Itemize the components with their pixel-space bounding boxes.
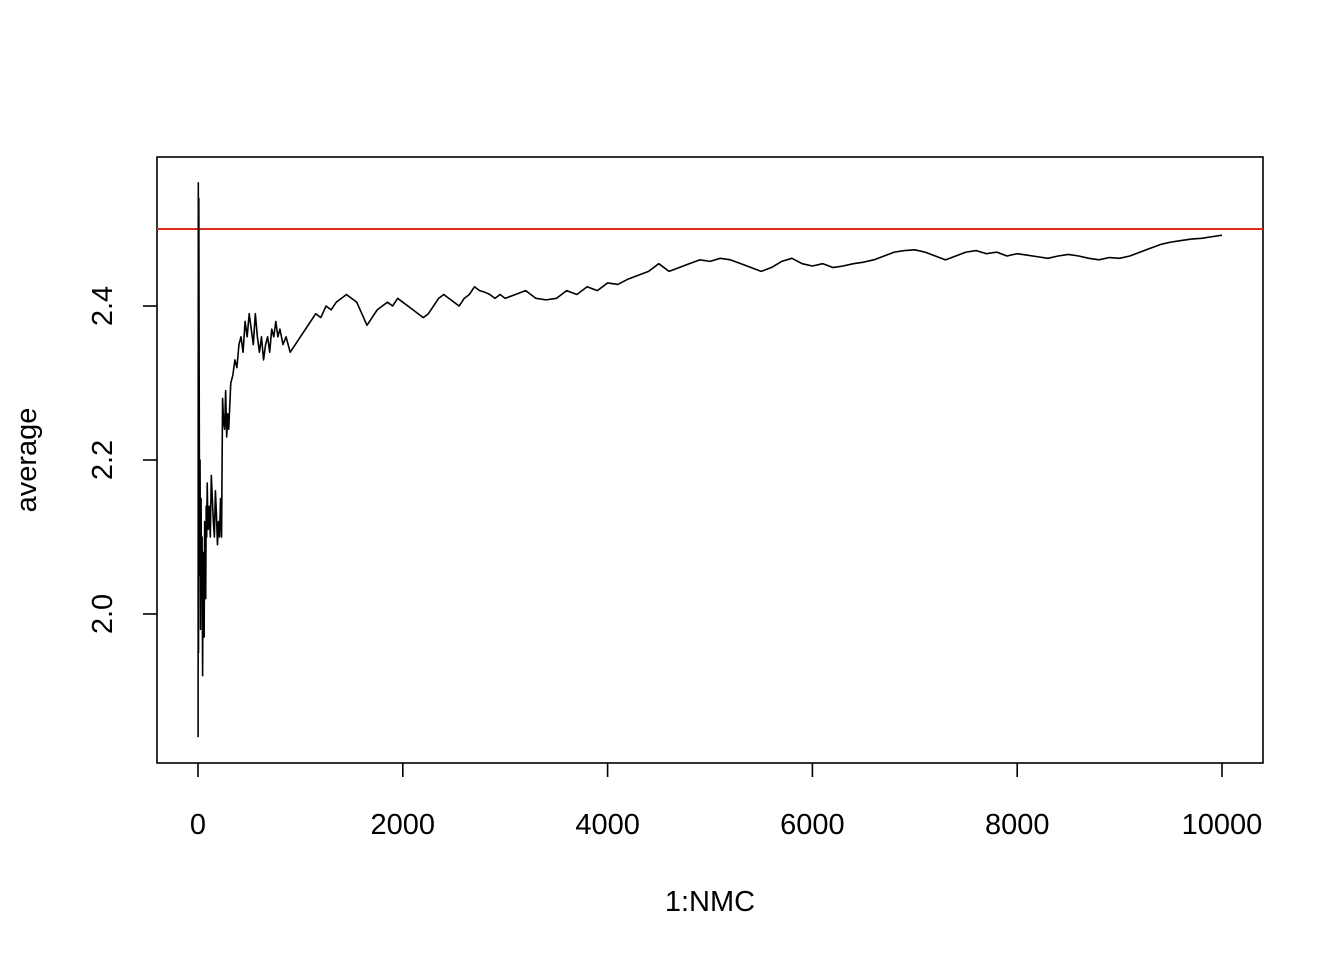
x-tick-label: 6000 [780,809,845,841]
x-tick-label: 8000 [985,809,1050,841]
plot-frame [156,156,1264,764]
y-tick-label: 2.0 [87,594,119,634]
x-tick-label: 0 [190,809,206,841]
x-axis-label: 1:NMC [665,886,755,918]
x-axis: 0 2000 4000 6000 8000 10000 [190,763,1262,841]
y-axis-label: average [11,408,43,513]
y-tick-label: 2.4 [87,286,119,326]
series-line [197,182,1223,738]
x-tick-label: 10000 [1182,809,1263,841]
y-tick-label: 2.2 [87,440,119,480]
x-tick-label: 2000 [371,809,436,841]
x-tick-label: 4000 [575,809,640,841]
y-axis: 2.0 2.2 2.4 [87,286,157,634]
